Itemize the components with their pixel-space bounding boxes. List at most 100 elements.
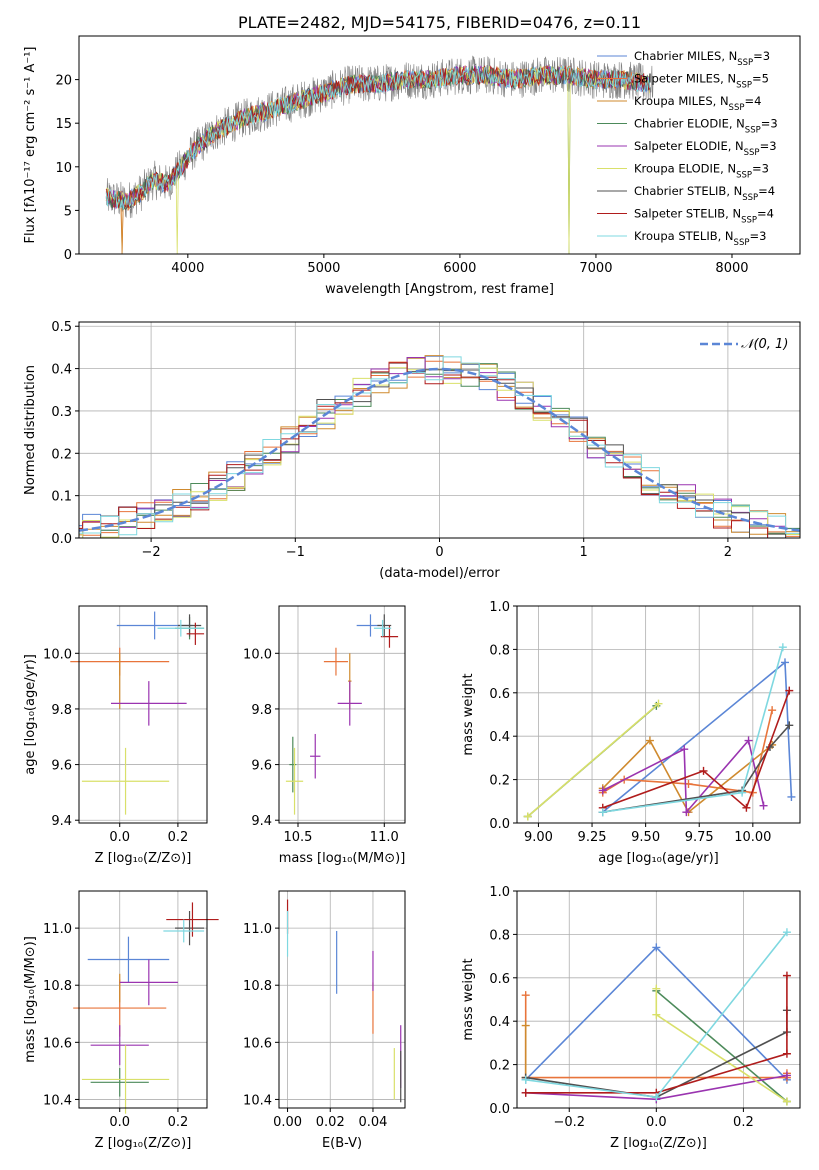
- weight_vs_age-ytick-label: 1.0: [489, 600, 510, 615]
- legend-entry: Kroupa ELODIE, NSSP=3: [634, 162, 769, 181]
- weight_vs_age-xtick-label: 10.00: [734, 830, 771, 845]
- residuals-xtick-label: 2: [724, 545, 732, 560]
- mass_vs_ebv-xlabel: E(B-V): [322, 1136, 362, 1151]
- spectrum-ytick-label: 10: [55, 161, 72, 176]
- legend-sub: SSP: [737, 58, 753, 68]
- weight_vs_Z-xtick-label: 0.0: [646, 1115, 667, 1130]
- legend-label: Salpeter STELIB, N: [634, 207, 741, 221]
- mass_vs_Z-ytick-label: 10.4: [43, 1093, 72, 1108]
- weight_vs_age-marker: [645, 736, 654, 745]
- weight_vs_Z-marker: [652, 943, 661, 952]
- legend-sub: SSP: [729, 103, 745, 113]
- weight_vs_age-marker: [759, 801, 768, 810]
- age_vs_mass-frame: [278, 605, 406, 824]
- age_vs_Z-frame: [78, 605, 208, 824]
- age_vs_Z-point-salpeter-stelib: [186, 622, 205, 645]
- weight_vs_Z-xtick-label: −0.2: [553, 1115, 585, 1130]
- weight_vs_age-series-salpeter-stelib: [602, 690, 791, 810]
- weight_vs_age-ytick-label: 0.4: [489, 730, 510, 745]
- residuals-xlabel: (data-model)/error: [379, 566, 500, 581]
- age_vs_mass-ytick-label: 9.8: [251, 703, 272, 718]
- spectrum-plot: [105, 55, 654, 254]
- age_vs_Z-ylabel: age [log₁₀(age/yr)]: [23, 654, 38, 775]
- residuals-ytick-label: 0.5: [51, 320, 72, 335]
- spectrum-ytick-label: 5: [64, 204, 72, 219]
- mass_vs_Z-axes: [79, 891, 207, 1108]
- age_vs_Z-xtick-label: 0.2: [168, 830, 189, 845]
- residuals-xtick-label: 1: [580, 545, 588, 560]
- mass_vs_Z-frame: [78, 890, 208, 1109]
- mass_vs_Z-xtick-label: 0.0: [109, 1115, 130, 1130]
- mass_vs_ebv-ytick-label: 10.8: [243, 979, 272, 994]
- weight_vs_Z-ylabel: mass weight: [461, 958, 476, 1040]
- mass_vs_Z-point-kroupa-elodie: [81, 1045, 170, 1114]
- weight_vs_age-marker: [742, 803, 751, 812]
- weight_vs_Z-xtick-label: 0.2: [733, 1115, 754, 1130]
- legend-label: Chabrier ELODIE, N: [634, 117, 745, 131]
- weight_vs_age-marker: [768, 706, 777, 715]
- legend-sub: SSP: [744, 148, 760, 158]
- weight_vs_Z-series-salpeter-stelib: [525, 975, 788, 1094]
- spectrum-ytick-label: 20: [55, 74, 72, 89]
- weight_vs_age-ytick-label: 0.0: [489, 817, 510, 832]
- mass_vs_ebv-xtick-label: 0.00: [273, 1115, 302, 1130]
- figure-title: PLATE=2482, MJD=54175, FIBERID=0476, z=0…: [238, 13, 641, 32]
- weight_vs_age-ylabel: mass weight: [461, 673, 476, 755]
- age_vs_mass-ytick-label: 9.6: [251, 759, 272, 774]
- mass_vs_Z-ytick-label: 10.8: [43, 979, 72, 994]
- weight_vs_Z-marker: [782, 1071, 791, 1080]
- weight_vs_age-marker: [787, 792, 796, 801]
- weight_vs_Z-ytick-label: 0.8: [489, 928, 510, 943]
- residuals-ytick-label: 0.2: [51, 447, 72, 462]
- legend-sub: SSP: [745, 126, 761, 136]
- residuals-ytick-label: 0.3: [51, 405, 72, 420]
- spectrum-xtick-label: 7000: [579, 261, 612, 276]
- spectrum-ylabel: Flux [fλ10⁻¹⁷ erg cm⁻² s⁻¹ A⁻¹]: [23, 47, 38, 244]
- spectrum-xtick-label: 8000: [715, 261, 748, 276]
- age_vs_mass-xtick-label: 11.0: [370, 830, 399, 845]
- weight_vs_age-marker: [523, 812, 532, 821]
- age_vs_Z-point-chabrier-stelib: [177, 614, 202, 637]
- spectrum-xtick-label: 4000: [171, 261, 204, 276]
- legend-suffix: =3: [752, 162, 769, 176]
- mass_vs_Z-ytick-label: 11.0: [43, 922, 72, 937]
- weight_vs_age-series-chabrier-miles: [602, 660, 793, 813]
- legend-entry: Salpeter ELODIE, NSSP=3: [634, 139, 777, 158]
- legend-suffix: =4: [757, 207, 774, 221]
- weight_vs_Z-ytick-label: 0.6: [489, 972, 510, 987]
- spectrum-frame: [78, 35, 801, 255]
- age_vs_mass-point-salpeter-miles: [323, 647, 349, 676]
- weight_vs_Z-marker: [521, 1075, 530, 1084]
- weight_vs_Z-marker: [782, 971, 791, 980]
- legend-suffix: =5: [752, 72, 769, 86]
- legend-suffix: =3: [753, 49, 770, 63]
- mass_vs_Z-point-kroupa-stelib: [163, 919, 205, 943]
- weight_vs_age-xtick-label: 9.75: [685, 830, 714, 845]
- weight_vs_age-marker: [780, 658, 789, 667]
- legend-label: Kroupa MILES, N: [634, 94, 729, 108]
- age_vs_mass-point-chabrier-elodie: [289, 736, 297, 793]
- residuals-ylabel: Normed distribution: [23, 365, 38, 495]
- weight_vs_Z-marker: [521, 1021, 530, 1030]
- spectrum-model-chabrier-elodie: [106, 65, 651, 254]
- age_vs_Z-ytick-label: 10.0: [43, 647, 72, 662]
- weight_vs_Z-marker: [652, 1010, 661, 1019]
- weight_vs_Z-ytick-label: 0.2: [489, 1059, 510, 1074]
- age_vs_mass-ytick-label: 10.0: [243, 647, 272, 662]
- mass_vs_Z-ytick-label: 10.6: [43, 1036, 72, 1051]
- weight_vs_age-marker: [785, 686, 794, 695]
- mass_vs_ebv-xtick-label: 0.02: [316, 1115, 345, 1130]
- residuals-gaussian-curve: [79, 367, 800, 532]
- weight_vs_age-marker: [598, 786, 607, 795]
- age_vs_mass-point-salpeter-elodie: [310, 733, 321, 779]
- age_vs_Z-axes: [79, 606, 207, 823]
- mass_vs_Z-xtick-label: 0.2: [168, 1115, 189, 1130]
- weight_vs_age-xtick-label: 9.25: [578, 830, 607, 845]
- residuals-xtick-label: −2: [142, 545, 161, 560]
- legend-sub: SSP: [741, 216, 757, 226]
- legend-sub: SSP: [734, 238, 750, 248]
- spectrum-ytick-label: 0: [64, 248, 72, 263]
- age_vs_mass-point-kroupa-elodie: [285, 747, 304, 815]
- weight_vs_Z-axes: [517, 890, 800, 1109]
- mass_vs_ebv-ytick-label: 10.6: [243, 1036, 272, 1051]
